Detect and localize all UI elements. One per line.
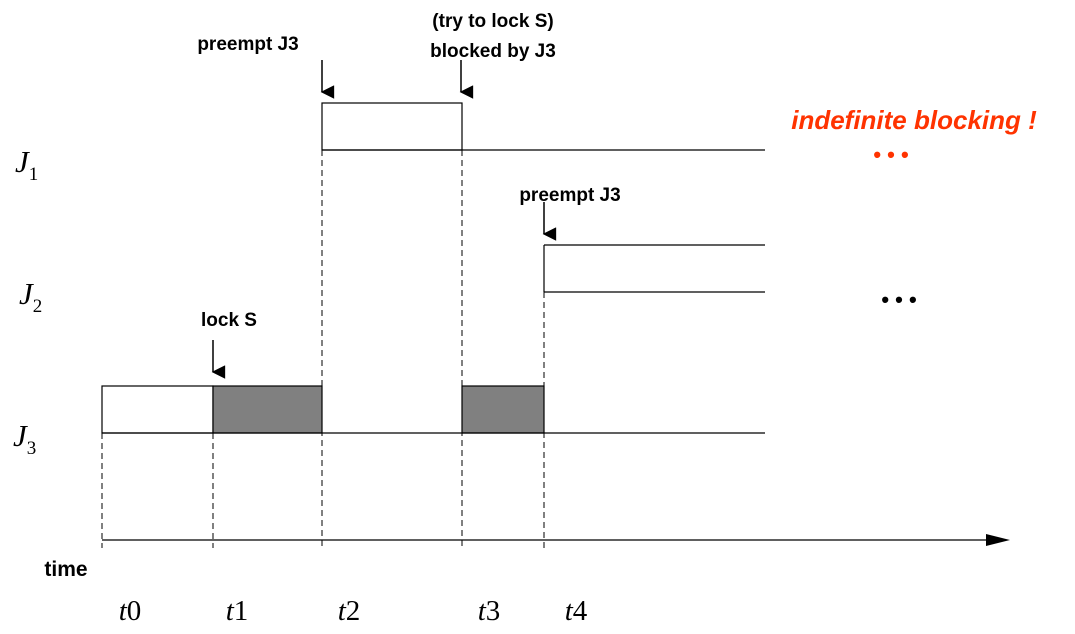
- time-axis-label: time: [44, 558, 87, 581]
- j3-critical-section-1: [212, 385, 323, 434]
- tick-t1: t1: [226, 595, 249, 627]
- time-guides: [101, 150, 545, 548]
- label-preempt-j3-top: preempt J3: [197, 34, 298, 55]
- job-label-j1: J1: [15, 144, 38, 185]
- j3-execution-box-1: [101, 385, 214, 434]
- j2-timeline: [543, 244, 765, 293]
- event-arrows: [211, 60, 557, 379]
- job-label-j2: J2: [19, 276, 42, 317]
- tick-t4: t4: [565, 595, 588, 627]
- time-axis-arrowhead: [986, 534, 1010, 546]
- label-try-lock-line2: blocked by J3: [430, 41, 556, 62]
- label-try-lock-line1: (try to lock S): [432, 11, 553, 32]
- tick-t2: t2: [338, 595, 361, 627]
- tick-t3: t3: [478, 595, 501, 627]
- ellipsis-j2: • • •: [881, 287, 916, 312]
- indefinite-blocking-annotation: indefinite blocking !: [791, 105, 1037, 135]
- j3-critical-section-2: [461, 385, 545, 434]
- time-axis: [102, 534, 1010, 546]
- label-preempt-j3-mid: preempt J3: [519, 185, 620, 206]
- ellipsis-j1: • • •: [873, 142, 908, 167]
- label-lock-s: lock S: [201, 310, 257, 331]
- job-label-j3: J3: [13, 418, 36, 459]
- j3-timeline: [101, 385, 765, 434]
- j1-timeline: [321, 102, 765, 151]
- tick-t0: t0: [119, 595, 142, 627]
- j1-execution-box: [321, 102, 463, 151]
